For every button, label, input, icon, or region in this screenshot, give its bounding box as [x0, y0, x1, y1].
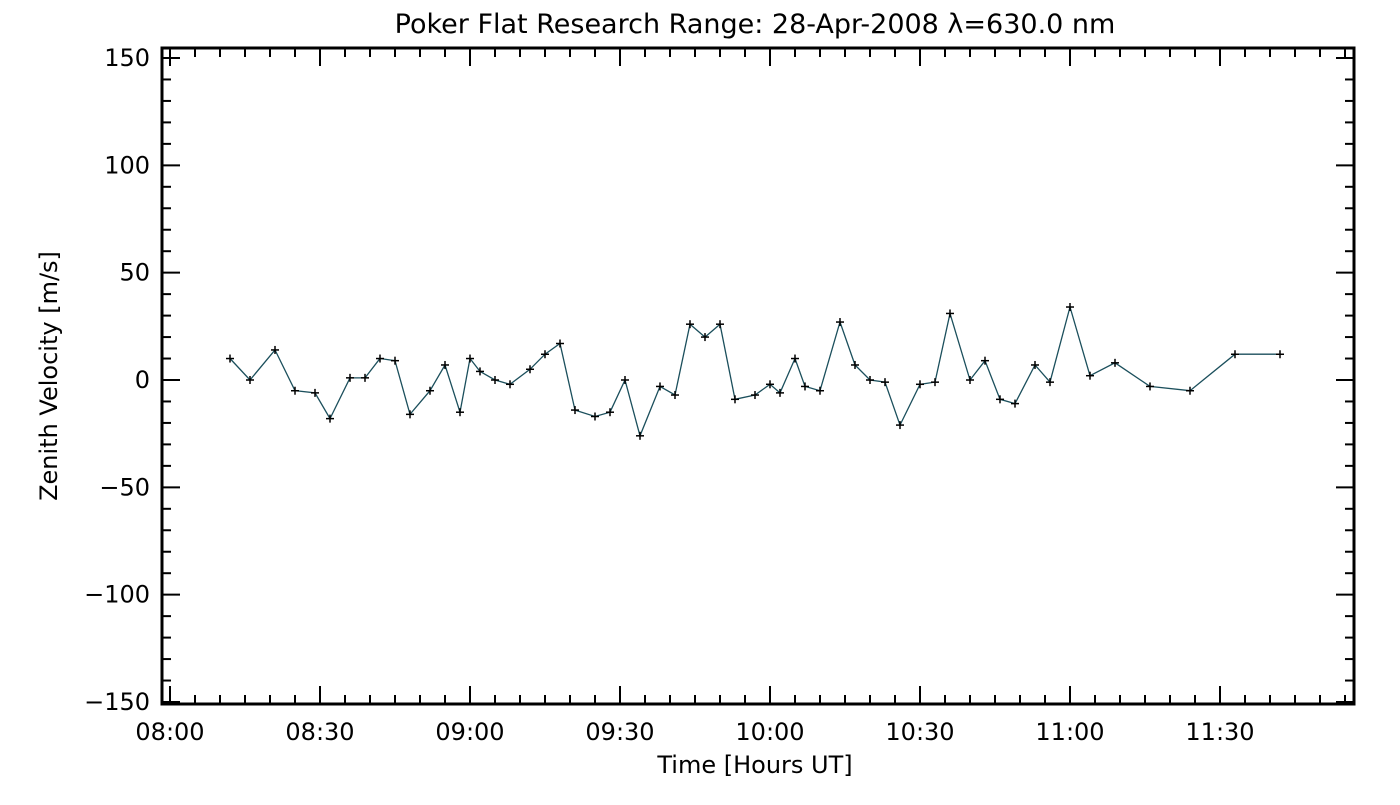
- data-point: [491, 376, 499, 384]
- y-tick-label: −100: [84, 581, 150, 609]
- data-point: [731, 395, 739, 404]
- data-point: [606, 408, 614, 417]
- data-point: [686, 320, 694, 329]
- data-point: [441, 360, 449, 369]
- data-point: [816, 386, 824, 395]
- data-point: [931, 378, 939, 387]
- data-point: [946, 309, 954, 318]
- data-point: [701, 333, 709, 342]
- data-point: [346, 373, 354, 382]
- data-point: [836, 318, 844, 327]
- data-point: [326, 414, 334, 423]
- data-point: [916, 380, 924, 389]
- data-point: [291, 386, 299, 395]
- data-point: [851, 360, 859, 369]
- data-point: [476, 367, 484, 376]
- data-point: [1146, 382, 1154, 391]
- x-tick-label: 10:00: [735, 718, 804, 746]
- data-point: [456, 408, 464, 417]
- data-point: [246, 376, 254, 384]
- data-point: [226, 354, 234, 363]
- data-point: [801, 382, 809, 391]
- x-tick-label: 09:00: [435, 718, 504, 746]
- y-axis-label: Zenith Velocity [m/s]: [35, 251, 63, 501]
- data-point: [376, 354, 384, 363]
- y-tick-label: 150: [104, 44, 150, 72]
- x-tick-label: 08:00: [135, 718, 204, 746]
- data-point: [1031, 360, 1039, 369]
- data-point: [656, 382, 664, 391]
- data-point: [506, 380, 514, 389]
- data-point: [311, 388, 319, 397]
- x-tick-label: 10:30: [885, 718, 954, 746]
- data-point: [466, 354, 474, 363]
- data-point: [391, 356, 399, 365]
- x-tick-label: 09:30: [585, 718, 654, 746]
- data-point: [996, 395, 1004, 404]
- y-tick-label: 0: [135, 366, 150, 394]
- x-tick-label: 08:30: [285, 718, 354, 746]
- series-line: [229, 304, 1280, 438]
- data-point: [1046, 378, 1054, 387]
- y-tick-label: 100: [104, 151, 150, 179]
- data-point: [776, 388, 784, 397]
- data-point: [1186, 386, 1194, 395]
- data-point: [591, 412, 599, 421]
- data-point: [1231, 350, 1239, 359]
- data-point: [881, 378, 889, 387]
- x-axis-label: Time [Hours UT]: [656, 751, 852, 779]
- data-point: [1011, 399, 1019, 408]
- x-tick-label: 11:00: [1035, 718, 1104, 746]
- data-point: [1086, 371, 1094, 380]
- data-point: [866, 376, 874, 384]
- data-point: [981, 356, 989, 365]
- data-point: [526, 365, 534, 374]
- y-tick-label: −50: [99, 473, 150, 501]
- y-tick-label: 50: [119, 259, 150, 287]
- data-point: [1276, 350, 1284, 359]
- y-tick-label: −150: [84, 688, 150, 716]
- data-point: [1066, 303, 1074, 312]
- data-point: [271, 345, 279, 354]
- chart-title: Poker Flat Research Range: 28-Apr-2008 λ…: [395, 9, 1116, 40]
- data-point: [896, 421, 904, 430]
- data-point: [1111, 358, 1119, 367]
- data-point: [541, 350, 549, 359]
- data-point: [791, 354, 799, 363]
- data-point: [571, 406, 579, 415]
- data-point: [426, 386, 434, 395]
- data-point: [751, 391, 759, 400]
- data-point: [671, 391, 679, 400]
- data-point: [406, 410, 414, 419]
- data-point: [966, 376, 974, 384]
- plot-frame: [160, 46, 1356, 706]
- data-point: [716, 320, 724, 329]
- data-point: [621, 376, 629, 384]
- x-tick-label: 11:30: [1185, 718, 1254, 746]
- data-point: [766, 380, 774, 389]
- data-point: [361, 373, 369, 382]
- data-point: [636, 431, 644, 440]
- data-point: [556, 339, 564, 348]
